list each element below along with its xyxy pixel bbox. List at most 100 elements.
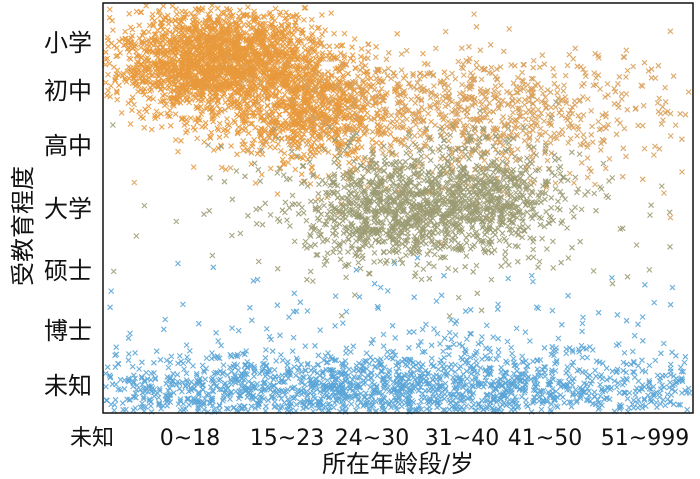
data-point xyxy=(458,404,465,410)
data-point xyxy=(662,372,669,379)
data-point xyxy=(361,394,367,401)
data-point xyxy=(406,329,413,336)
data-point xyxy=(172,111,179,117)
data-point xyxy=(389,322,396,329)
data-point xyxy=(195,320,202,327)
data-point xyxy=(162,85,168,92)
data-point xyxy=(210,264,217,271)
data-point xyxy=(243,348,250,354)
data-point xyxy=(341,30,348,37)
data-point xyxy=(140,385,147,392)
data-point xyxy=(523,397,529,403)
data-point xyxy=(646,362,653,369)
data-point xyxy=(271,367,278,373)
data-point xyxy=(539,392,546,399)
data-point xyxy=(208,129,215,136)
data-point xyxy=(666,384,673,391)
data-point xyxy=(177,407,184,413)
data-point xyxy=(125,100,132,106)
data-point xyxy=(267,165,274,172)
data-point xyxy=(258,171,265,178)
data-point xyxy=(215,338,222,344)
data-point xyxy=(425,369,432,376)
data-point xyxy=(467,306,474,313)
data-point xyxy=(274,302,281,309)
data-point xyxy=(279,372,286,379)
data-point xyxy=(208,355,215,362)
data-point xyxy=(214,353,221,360)
data-point xyxy=(510,80,517,87)
data-point xyxy=(329,367,336,374)
data-point xyxy=(561,399,568,406)
data-point xyxy=(235,327,242,334)
data-point xyxy=(486,345,493,352)
data-point xyxy=(125,335,132,342)
data-point xyxy=(545,389,552,395)
data-point xyxy=(463,336,470,342)
data-point xyxy=(227,351,234,358)
data-point xyxy=(527,338,533,344)
data-point xyxy=(237,104,244,111)
data-point xyxy=(354,90,360,97)
data-point xyxy=(450,398,456,405)
data-point xyxy=(140,395,147,402)
data-point xyxy=(671,381,678,388)
data-point xyxy=(214,369,221,376)
data-point xyxy=(179,379,186,386)
data-point xyxy=(438,292,445,299)
data-point xyxy=(657,401,664,407)
data-point xyxy=(660,340,667,347)
data-point xyxy=(579,354,586,361)
data-point xyxy=(223,132,230,139)
data-point xyxy=(252,180,259,186)
data-point xyxy=(406,344,412,351)
data-point xyxy=(264,103,271,109)
data-point xyxy=(308,24,315,30)
data-point xyxy=(156,399,163,406)
data-point xyxy=(435,366,442,373)
data-point xyxy=(326,43,333,50)
data-point xyxy=(522,329,529,335)
data-point xyxy=(579,320,586,327)
data-point xyxy=(668,392,675,398)
data-point xyxy=(434,330,441,337)
data-point xyxy=(110,27,116,33)
data-point xyxy=(423,321,429,328)
data-point xyxy=(611,378,618,384)
data-point xyxy=(579,328,585,335)
data-point xyxy=(149,15,155,22)
data-point xyxy=(386,401,392,408)
data-point xyxy=(304,360,311,367)
data-point xyxy=(614,368,620,375)
data-point xyxy=(252,405,259,412)
data-point xyxy=(290,334,297,341)
data-point xyxy=(141,124,148,131)
data-point xyxy=(461,407,467,414)
data-point xyxy=(141,378,148,385)
data-point xyxy=(126,10,133,17)
data-point xyxy=(125,357,132,364)
data-point xyxy=(301,17,307,23)
data-point xyxy=(464,375,470,382)
data-point xyxy=(291,290,298,297)
data-point xyxy=(458,354,464,361)
data-point xyxy=(679,390,685,396)
data-point xyxy=(125,351,132,357)
data-point xyxy=(153,108,160,115)
data-point xyxy=(669,284,676,291)
data-point xyxy=(609,274,615,281)
data-point xyxy=(350,343,357,350)
data-point xyxy=(433,298,440,304)
data-point xyxy=(282,392,288,398)
data-point xyxy=(584,354,591,361)
data-point xyxy=(297,299,304,306)
data-point xyxy=(322,27,329,33)
data-point xyxy=(183,129,189,136)
data-point xyxy=(252,124,258,131)
data-point xyxy=(104,364,111,371)
data-point xyxy=(456,341,463,347)
data-point xyxy=(531,398,538,404)
data-point xyxy=(238,383,245,390)
data-point xyxy=(592,367,598,374)
data-point xyxy=(391,384,398,391)
